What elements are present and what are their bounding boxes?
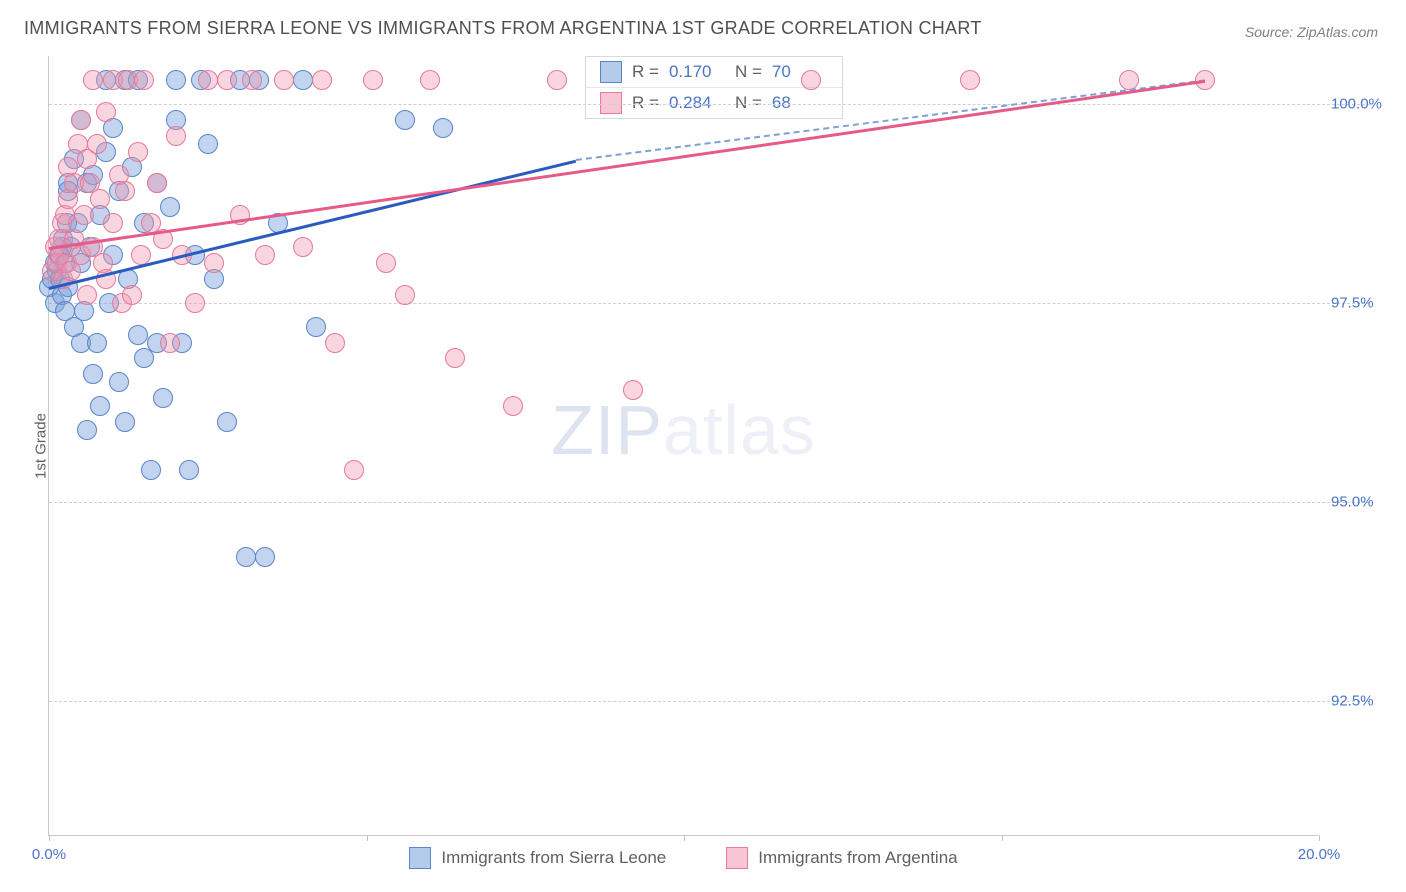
series-legend: Immigrants from Sierra Leone Immigrants … xyxy=(49,847,1318,869)
scatter-point xyxy=(134,70,154,90)
scatter-point xyxy=(547,70,567,90)
scatter-point xyxy=(96,102,116,122)
grid-line xyxy=(49,104,1370,105)
scatter-point xyxy=(83,364,103,384)
scatter-point xyxy=(103,213,123,233)
scatter-point xyxy=(255,245,275,265)
scatter-point xyxy=(801,70,821,90)
scatter-point xyxy=(217,70,237,90)
swatch-blue-icon xyxy=(600,61,622,83)
scatter-point xyxy=(217,412,237,432)
scatter-point xyxy=(179,460,199,480)
scatter-point xyxy=(376,253,396,273)
y-tick-label: 100.0% xyxy=(1331,95,1382,112)
legend-item-blue: Immigrants from Sierra Leone xyxy=(409,847,666,869)
scatter-point xyxy=(147,173,167,193)
scatter-point xyxy=(153,388,173,408)
x-tick-mark xyxy=(1002,835,1003,841)
x-tick-mark xyxy=(1319,835,1320,841)
y-tick-label: 95.0% xyxy=(1331,493,1374,510)
scatter-point xyxy=(274,70,294,90)
scatter-point xyxy=(141,460,161,480)
scatter-point xyxy=(115,181,135,201)
scatter-point xyxy=(83,70,103,90)
scatter-point xyxy=(87,134,107,154)
x-tick-mark xyxy=(684,835,685,841)
n-label: N = xyxy=(735,62,762,82)
legend-label: Immigrants from Argentina xyxy=(758,848,957,868)
legend-item-pink: Immigrants from Argentina xyxy=(726,847,957,869)
scatter-point xyxy=(503,396,523,416)
scatter-point xyxy=(166,126,186,146)
x-tick-label: 20.0% xyxy=(1298,846,1341,863)
scatter-point xyxy=(109,372,129,392)
scatter-point xyxy=(160,333,180,353)
scatter-point xyxy=(344,460,364,480)
chart-title: IMMIGRANTS FROM SIERRA LEONE VS IMMIGRAN… xyxy=(24,18,982,39)
scatter-point xyxy=(325,333,345,353)
scatter-point xyxy=(395,110,415,130)
scatter-point xyxy=(623,380,643,400)
scatter-point xyxy=(134,348,154,368)
x-tick-label: 0.0% xyxy=(32,846,66,863)
scatter-point xyxy=(204,253,224,273)
legend-label: Immigrants from Sierra Leone xyxy=(441,848,666,868)
scatter-point xyxy=(312,70,332,90)
scatter-point xyxy=(166,70,186,90)
scatter-point xyxy=(445,348,465,368)
scatter-point xyxy=(420,70,440,90)
x-tick-mark xyxy=(49,835,50,841)
y-tick-label: 92.5% xyxy=(1331,692,1374,709)
watermark-bold: ZIP xyxy=(551,391,663,469)
swatch-pink-icon xyxy=(726,847,748,869)
scatter-point xyxy=(122,285,142,305)
scatter-point xyxy=(90,189,110,209)
scatter-point xyxy=(128,142,148,162)
watermark-light: atlas xyxy=(663,391,816,469)
scatter-point xyxy=(306,317,326,337)
scatter-point xyxy=(255,547,275,567)
scatter-point xyxy=(1119,70,1139,90)
r-value: 0.170 xyxy=(669,62,725,82)
scatter-point xyxy=(185,293,205,313)
scatter-point xyxy=(77,420,97,440)
scatter-point xyxy=(128,325,148,345)
swatch-blue-icon xyxy=(409,847,431,869)
scatter-point xyxy=(395,285,415,305)
y-tick-label: 97.5% xyxy=(1331,294,1374,311)
scatter-point xyxy=(71,110,91,130)
source-attribution: Source: ZipAtlas.com xyxy=(1245,24,1378,40)
scatter-point xyxy=(242,70,262,90)
scatter-point xyxy=(363,70,383,90)
grid-line xyxy=(49,502,1370,503)
scatter-point xyxy=(77,285,97,305)
scatter-point xyxy=(198,134,218,154)
scatter-point xyxy=(90,396,110,416)
scatter-point xyxy=(198,70,218,90)
scatter-point xyxy=(74,205,94,225)
scatter-point xyxy=(293,70,313,90)
scatter-point xyxy=(87,333,107,353)
scatter-point xyxy=(236,547,256,567)
scatter-point xyxy=(433,118,453,138)
scatter-plot-area: ZIPatlas R = 0.170 N = 70 R = 0.284 N = … xyxy=(48,56,1318,836)
grid-line xyxy=(49,701,1370,702)
scatter-point xyxy=(115,412,135,432)
scatter-point xyxy=(160,197,180,217)
y-axis-label: 1st Grade xyxy=(32,413,49,479)
scatter-point xyxy=(293,237,313,257)
r-label: R = xyxy=(632,62,659,82)
grid-line xyxy=(49,303,1370,304)
watermark: ZIPatlas xyxy=(551,390,816,470)
x-tick-mark xyxy=(367,835,368,841)
scatter-point xyxy=(960,70,980,90)
